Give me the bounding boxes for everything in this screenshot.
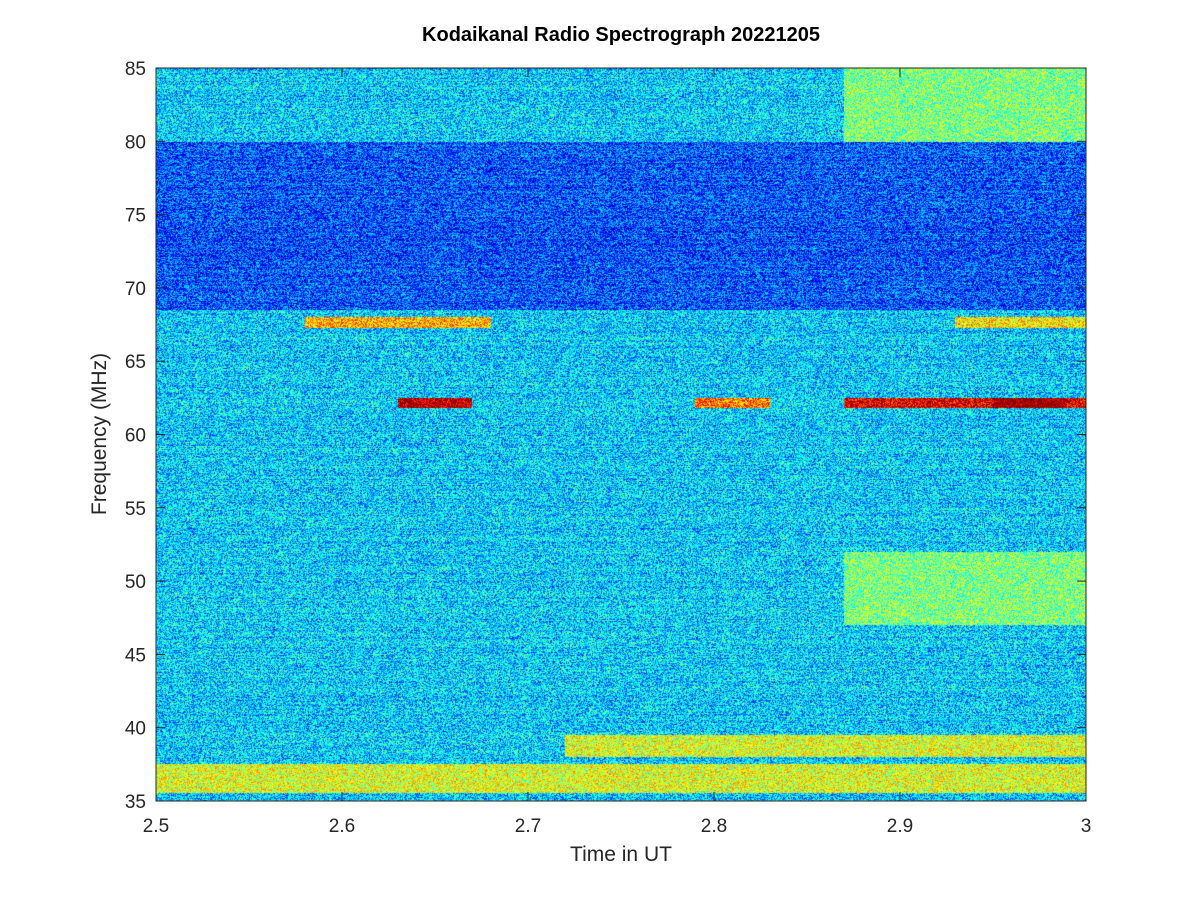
y-axis-label: Frequency (MHz) <box>88 353 111 515</box>
x-tick-label: 2.5 <box>143 816 169 837</box>
y-tick-label: 45 <box>125 645 146 666</box>
plot-frame <box>155 67 1087 802</box>
y-tick-label: 75 <box>125 206 146 227</box>
x-axis-label: Time in UT <box>570 843 672 866</box>
y-tick-label: 80 <box>125 132 146 153</box>
y-tick-label: 40 <box>125 719 146 740</box>
y-tick-label: 85 <box>125 59 146 80</box>
y-tick-label: 50 <box>125 572 146 593</box>
x-tick-label: 2.6 <box>329 816 355 837</box>
x-tick-label: 2.8 <box>701 816 727 837</box>
y-tick-label: 35 <box>125 792 146 813</box>
spectrogram-image <box>156 68 1086 801</box>
x-tick-label: 2.9 <box>887 816 913 837</box>
y-tick-label: 55 <box>125 499 146 520</box>
y-tick-label: 70 <box>125 279 146 300</box>
chart-title: Kodaikanal Radio Spectrograph 20221205 <box>422 24 820 46</box>
y-tick-label: 65 <box>125 352 146 373</box>
x-tick-label: 2.7 <box>515 816 541 837</box>
y-axis: 35 40 45 50 55 60 65 70 75 80 85 <box>125 59 1086 813</box>
x-axis: 2.5 2.6 2.7 2.8 2.9 3 <box>143 68 1092 837</box>
y-tick-label: 60 <box>125 426 146 447</box>
x-tick-label: 3 <box>1081 816 1092 837</box>
